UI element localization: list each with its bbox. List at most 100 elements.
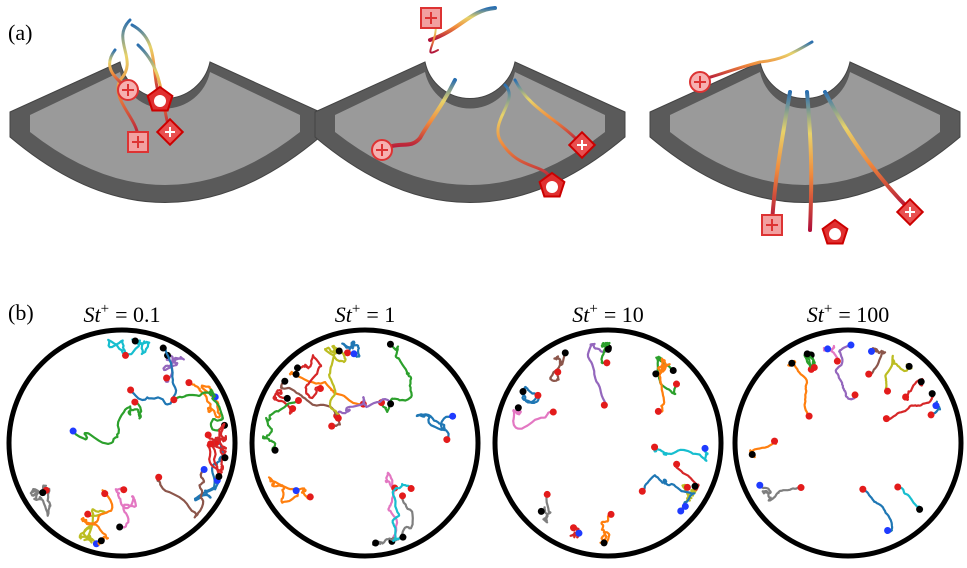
end-point bbox=[824, 345, 832, 353]
end-point bbox=[69, 427, 77, 435]
end-point bbox=[449, 412, 457, 420]
trajectory bbox=[822, 344, 839, 363]
marker-inner bbox=[154, 95, 166, 107]
start-point bbox=[131, 398, 139, 406]
trajectory bbox=[288, 370, 364, 406]
end-point bbox=[372, 539, 380, 547]
pipe-boundary bbox=[249, 327, 481, 559]
title-symbol: St bbox=[572, 302, 590, 327]
end-point bbox=[292, 487, 300, 495]
panel-label: (a) bbox=[8, 20, 32, 45]
end-point bbox=[399, 533, 407, 541]
marker-square bbox=[761, 214, 783, 236]
trajectory bbox=[205, 422, 227, 461]
end-point bbox=[387, 400, 395, 408]
start-point bbox=[294, 396, 302, 404]
title-symbol: St bbox=[335, 302, 353, 327]
title-superscript: + bbox=[589, 301, 597, 317]
start-point bbox=[101, 490, 109, 498]
end-point bbox=[281, 377, 289, 385]
start-point bbox=[833, 357, 841, 365]
end-point bbox=[681, 502, 689, 510]
end-point bbox=[691, 482, 699, 490]
title-superscript: + bbox=[824, 301, 832, 317]
panel-title: St+ = 10 bbox=[572, 301, 644, 327]
end-point bbox=[652, 370, 660, 378]
start-point bbox=[306, 493, 314, 501]
start-point bbox=[334, 414, 342, 422]
end-point bbox=[748, 450, 756, 458]
start-point bbox=[343, 349, 351, 357]
start-point bbox=[638, 487, 646, 495]
end-point bbox=[561, 349, 569, 357]
end-point bbox=[928, 390, 936, 398]
end-point bbox=[159, 344, 167, 352]
trajectory bbox=[415, 413, 454, 440]
trajectory bbox=[655, 357, 671, 413]
start-point bbox=[554, 368, 562, 376]
start-point bbox=[316, 385, 324, 393]
marker-square bbox=[127, 131, 149, 153]
end-point bbox=[519, 388, 527, 396]
trajectory bbox=[512, 407, 554, 430]
trajectory bbox=[173, 388, 226, 432]
start-point bbox=[549, 408, 557, 416]
trajectory bbox=[107, 338, 151, 356]
end-point bbox=[884, 527, 892, 535]
trajectory bbox=[335, 396, 392, 417]
marker-plus bbox=[376, 144, 388, 156]
end-point bbox=[867, 347, 875, 355]
end-point bbox=[350, 350, 358, 358]
end-point bbox=[932, 402, 940, 410]
trajectory bbox=[262, 399, 299, 453]
marker-square bbox=[420, 7, 442, 29]
marker-plus bbox=[577, 140, 587, 150]
marker-plus bbox=[905, 207, 915, 217]
end-point bbox=[292, 370, 300, 378]
end-point bbox=[677, 507, 685, 515]
pipe-sections bbox=[9, 6, 961, 245]
start-point bbox=[289, 405, 297, 413]
trajectory bbox=[295, 354, 323, 400]
marker-plus bbox=[766, 219, 778, 231]
end-point bbox=[293, 364, 301, 372]
title-superscript: + bbox=[101, 301, 109, 317]
marker-inner bbox=[546, 181, 558, 193]
trajectory bbox=[72, 401, 143, 445]
end-point bbox=[604, 345, 612, 353]
start-point bbox=[894, 483, 902, 491]
trajectory bbox=[653, 446, 709, 462]
trajectory bbox=[156, 467, 206, 519]
title-value: = 10 bbox=[604, 302, 644, 327]
cross-section bbox=[249, 327, 481, 559]
start-point bbox=[884, 387, 892, 395]
trajectory bbox=[78, 508, 108, 545]
marker-plus bbox=[132, 136, 144, 148]
start-point bbox=[672, 380, 680, 388]
title-symbol: St bbox=[83, 302, 101, 327]
pipe-notch bbox=[438, 28, 502, 92]
pipe-interior bbox=[670, 72, 940, 185]
trajectory bbox=[540, 494, 552, 524]
marker-inner bbox=[829, 228, 841, 240]
trajectory bbox=[391, 483, 413, 543]
marker-pentagon bbox=[146, 85, 174, 112]
start-point bbox=[927, 411, 935, 419]
end-point bbox=[39, 489, 47, 497]
title-value: = 100 bbox=[838, 302, 889, 327]
start-point bbox=[328, 422, 336, 430]
trajectory bbox=[267, 476, 312, 504]
end-point bbox=[386, 340, 394, 348]
pipe-boundary bbox=[6, 327, 238, 559]
trajectory bbox=[324, 344, 347, 419]
start-point bbox=[391, 484, 399, 492]
cross-section bbox=[732, 327, 964, 559]
marker-circle bbox=[117, 79, 139, 101]
trajectory bbox=[520, 385, 540, 404]
trajectory bbox=[380, 78, 457, 152]
trajectory bbox=[759, 484, 802, 502]
start-point bbox=[207, 440, 215, 448]
title-value: = 1 bbox=[366, 302, 395, 327]
trajectory bbox=[114, 487, 137, 529]
